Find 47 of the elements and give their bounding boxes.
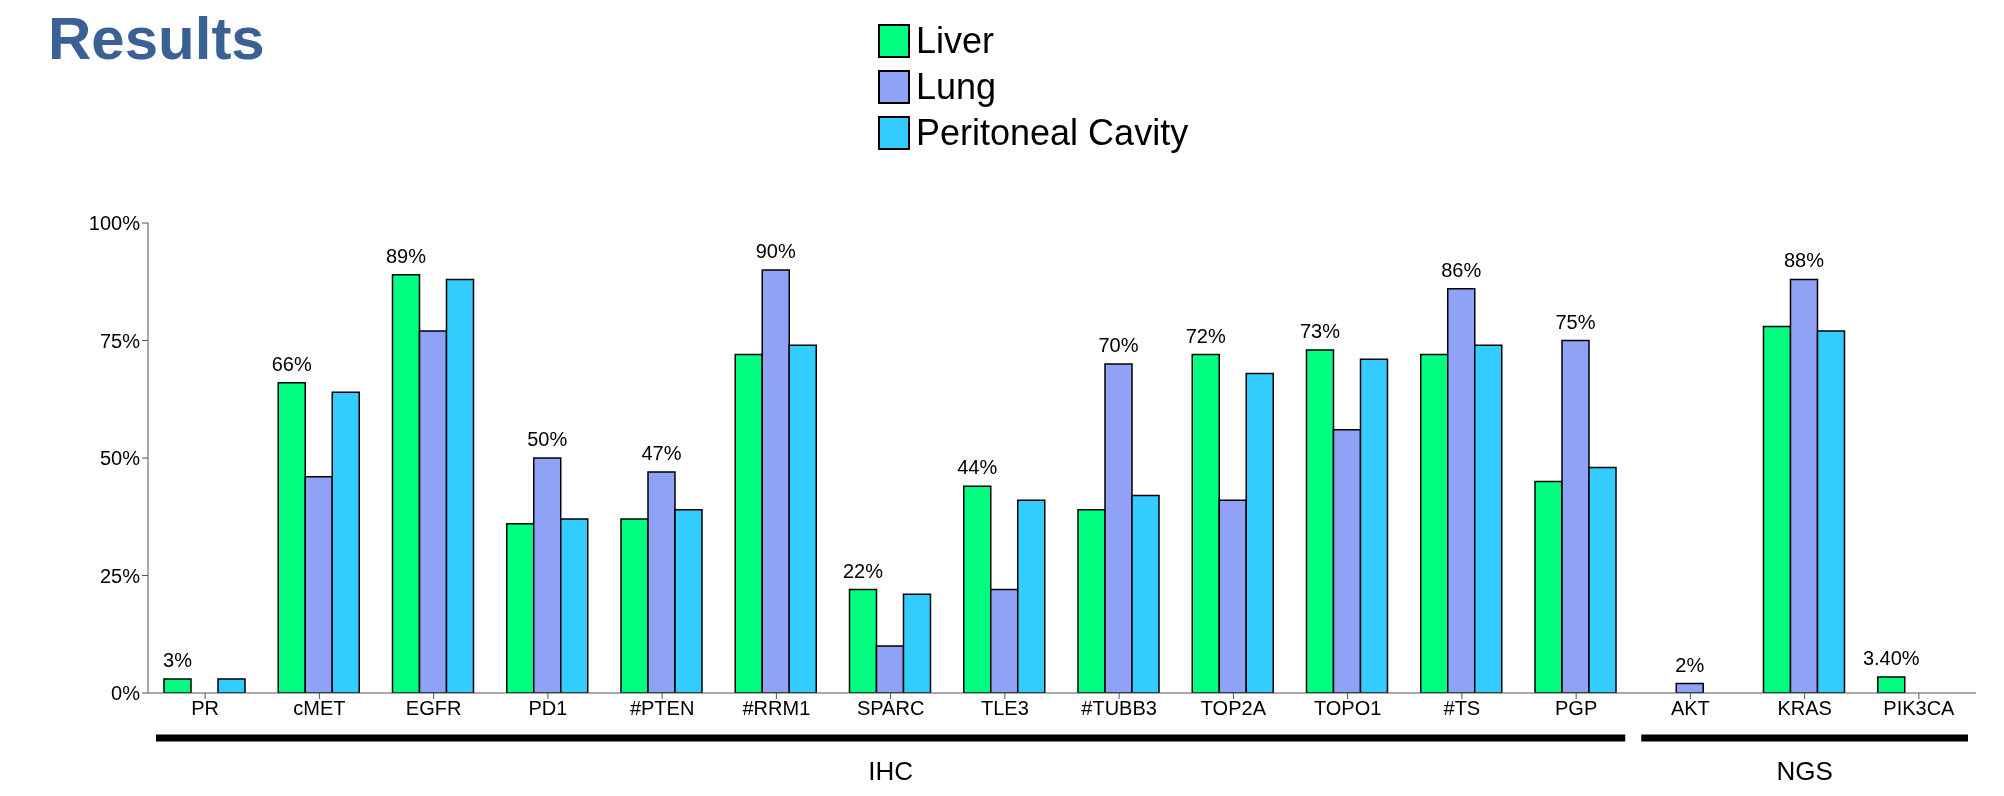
x-tick-label: SPARC	[856, 697, 925, 720]
data-label: 75%	[1555, 310, 1596, 333]
x-tick-label: PGP	[1555, 697, 1598, 720]
x-tick-label: TOPO1	[1313, 697, 1382, 720]
data-label: 3%	[163, 648, 193, 671]
data-label: 44%	[957, 456, 998, 479]
legend-label: Peritoneal Cavity	[915, 111, 1189, 155]
x-tick-label: cMET	[293, 697, 346, 720]
legend-label: Lung	[915, 65, 998, 109]
data-label: 50%	[527, 428, 568, 450]
data-label: 3.40%	[1862, 647, 1920, 670]
x-tick-label: #TUBB3	[1081, 697, 1157, 720]
x-tick-label: AKT	[1670, 697, 1710, 720]
bar	[217, 678, 246, 693]
x-tick-label: TLE3	[980, 697, 1029, 720]
data-label: 90%	[755, 240, 796, 262]
x-tick-label: PIK3CA	[1883, 697, 1956, 720]
text: IHC	[868, 756, 914, 786]
data-label: 22%	[842, 559, 884, 582]
x-tick-label: #RRM1	[742, 697, 811, 720]
chart-title: Results	[48, 4, 265, 73]
x-tick-label: PD1	[528, 697, 568, 720]
y-tick-label: 50%	[99, 447, 141, 470]
y-tick-label: 25%	[99, 564, 141, 587]
x-tick-label: PR	[191, 697, 220, 720]
data-label: 72%	[1185, 324, 1226, 347]
x-tick-label: #PTEN	[629, 697, 695, 720]
bar	[163, 678, 192, 693]
data-label: 73%	[1299, 319, 1341, 342]
data-label: 70%	[1098, 334, 1139, 356]
data-label: 47%	[641, 442, 682, 465]
x-tick-label: TOP2A	[1200, 697, 1267, 720]
y-tick-label: 100%	[88, 212, 141, 235]
text: NGS	[1776, 756, 1833, 786]
bar	[1877, 676, 1906, 693]
legend-label: Liver	[915, 19, 996, 63]
bar	[1675, 682, 1704, 693]
data-label: 66%	[271, 352, 312, 375]
data-label: 89%	[385, 244, 427, 267]
y-tick-label: 0%	[111, 682, 141, 705]
data-label: 88%	[1783, 249, 1825, 272]
x-tick-label: EGFR	[405, 697, 462, 720]
x-tick-label: #TS	[1443, 697, 1481, 720]
y-tick-label: 75%	[99, 329, 141, 352]
data-label: 2%	[1675, 653, 1705, 676]
data-label: 86%	[1441, 258, 1482, 281]
x-tick-label: KRAS	[1777, 697, 1832, 720]
